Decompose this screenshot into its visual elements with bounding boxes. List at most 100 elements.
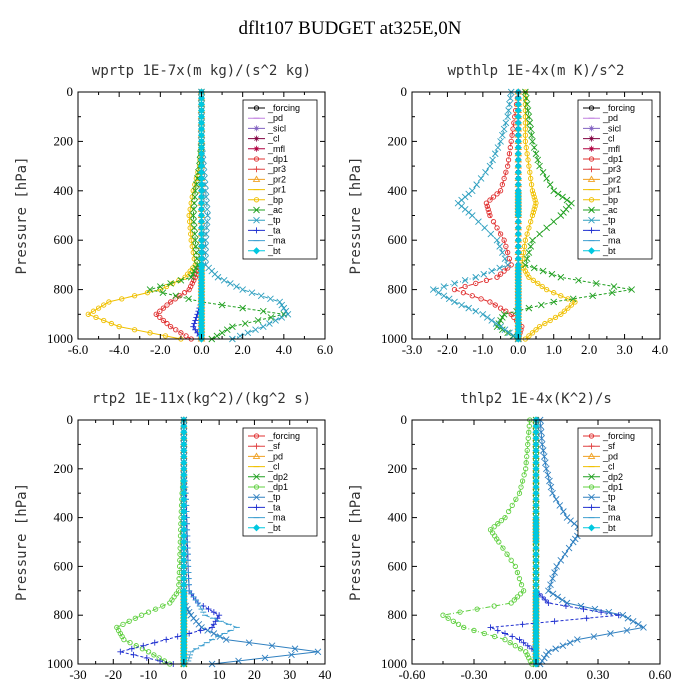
data-point: [272, 317, 279, 324]
legend-label: _cl: [602, 462, 615, 472]
data-point: [472, 273, 480, 281]
data-point: [523, 255, 531, 263]
data-point: [557, 212, 565, 219]
legend-label: _pr3: [602, 164, 621, 174]
data-point: [252, 326, 259, 334]
data-point: [288, 651, 295, 659]
data-point: [460, 290, 467, 296]
data-point: [526, 333, 532, 339]
data-point: [507, 144, 513, 151]
series-dp1: [153, 89, 205, 342]
legend-label: _tp: [602, 215, 616, 225]
data-point: [282, 307, 290, 315]
legend-label: _sicl: [602, 123, 621, 133]
y-axis-label: Pressure [hPa]: [14, 156, 30, 274]
data-point: [524, 447, 530, 454]
data-point: [198, 624, 205, 631]
data-point: [529, 330, 536, 336]
legend-marker: [253, 484, 260, 490]
x-tick-label: 3.0: [616, 342, 632, 357]
data-point: [558, 293, 564, 299]
data-point: [530, 209, 536, 216]
data-point: [85, 311, 91, 317]
data-point: [491, 603, 497, 609]
data-point: [266, 320, 273, 327]
y-tick-label: 400: [388, 183, 408, 198]
data-point: [167, 600, 173, 606]
legend: _forcing_pd_sicl_cl_mfl_dp1_pr3_pr2_pr1_…: [242, 99, 318, 260]
data-point: [527, 125, 535, 133]
legend-marker: [588, 125, 595, 132]
data-point: [239, 304, 246, 312]
data-point: [185, 295, 192, 303]
figure-title: dflt107 BUDGET at325E,0N: [238, 18, 462, 39]
legend-marker: [253, 206, 260, 214]
data-point: [528, 175, 534, 182]
data-point: [205, 606, 212, 613]
data-point: [509, 633, 516, 640]
data-point: [623, 627, 631, 634]
data-point: [197, 627, 204, 634]
data-point: [226, 280, 234, 287]
data-point: [192, 243, 200, 250]
legend-marker: [588, 504, 595, 511]
data-point: [160, 305, 167, 311]
legend-label: _ma: [267, 513, 286, 523]
data-point: [496, 243, 504, 250]
data-point: [524, 652, 530, 658]
legend-label: _pr1: [602, 185, 621, 195]
legend-label: _bt: [602, 523, 616, 533]
data-point: [151, 639, 158, 646]
data-point: [536, 230, 543, 238]
data-point: [159, 289, 167, 297]
data-point: [563, 196, 571, 204]
data-point: [147, 330, 153, 336]
data-point: [551, 569, 558, 576]
data-point: [506, 329, 513, 337]
data-point: [473, 181, 480, 188]
data-point: [557, 556, 565, 564]
data-point: [473, 280, 479, 287]
data-point: [546, 181, 554, 188]
data-point: [95, 305, 102, 311]
data-point: [566, 639, 574, 646]
x-tick-label: -2.0: [150, 342, 171, 357]
data-point: [254, 317, 262, 324]
data-point: [598, 609, 605, 616]
data-point: [543, 224, 550, 232]
data-point: [583, 615, 590, 622]
series-bt: [180, 416, 188, 668]
data-point: [538, 441, 546, 448]
data-point: [532, 197, 538, 203]
legend-marker: [588, 135, 595, 142]
data-point: [190, 323, 197, 330]
legend-marker: [252, 524, 261, 532]
data-point: [239, 286, 246, 293]
data-point: [559, 193, 566, 201]
data-point: [519, 621, 526, 628]
data-point: [530, 264, 538, 272]
data-point: [478, 296, 484, 302]
data-point: [569, 295, 577, 303]
data-point: [171, 594, 177, 600]
y-axis-label: Pressure [hPa]: [348, 483, 364, 601]
legend-label: _bp: [602, 195, 618, 205]
x-tick-label: 0.0: [510, 342, 526, 357]
legend-marker: [588, 197, 595, 203]
y-tick-label: 600: [388, 558, 408, 573]
data-point: [192, 274, 198, 280]
data-point: [608, 289, 616, 297]
data-point: [133, 643, 139, 649]
series-dp1: [114, 417, 187, 667]
data-point: [291, 645, 299, 653]
data-point: [108, 320, 115, 327]
data-point: [539, 283, 545, 290]
legend-label: _pd: [267, 451, 283, 461]
legend-marker: [588, 433, 595, 439]
data-point: [182, 274, 188, 280]
data-point: [190, 206, 198, 213]
legend-marker: [253, 197, 260, 203]
data-point: [192, 317, 199, 324]
data-point: [90, 308, 97, 314]
data-point: [268, 642, 276, 650]
